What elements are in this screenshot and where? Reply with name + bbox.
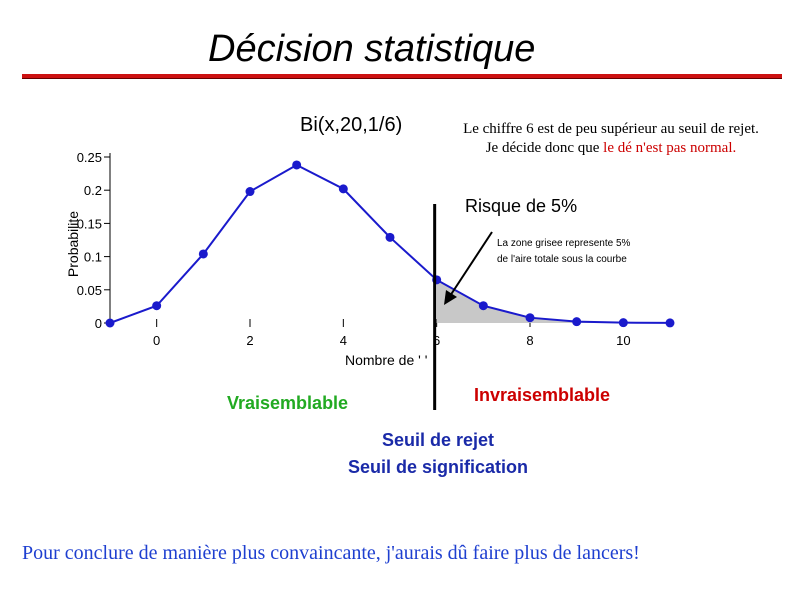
title-divider <box>22 74 782 79</box>
data-point <box>105 318 115 328</box>
data-point <box>478 301 488 311</box>
chart-axes: 0 0.05 0.1 0.15 0.2 0.25 0 2 4 6 8 10 Probabilite Nom… <box>65 150 631 368</box>
shaded-tail-area <box>436 279 670 323</box>
likely-label: Vraisemblable <box>227 393 348 413</box>
x-tick-label: 10 <box>616 333 630 348</box>
x-tick-label: 2 <box>246 333 253 348</box>
data-point <box>198 249 208 259</box>
x-tick-label: 8 <box>526 333 533 348</box>
arrow-head <box>444 290 457 305</box>
shaded-note-line-1: La zone grisee represente 5% <box>497 238 631 249</box>
y-axis-label: Probabilite <box>65 211 81 277</box>
x-tick-label: 4 <box>340 333 347 348</box>
y-tick-label: 0.05 <box>77 283 102 298</box>
y-tick-label: 0 <box>95 316 102 331</box>
data-point <box>618 318 628 328</box>
data-point <box>338 184 348 194</box>
y-tick-label: 0.1 <box>84 250 102 265</box>
shaded-note-line-2: de l'aire totale sous la courbe <box>497 254 627 265</box>
data-point <box>665 318 675 328</box>
chart-labels: Risque de 5% La zone grisee represente 5%… <box>227 196 631 477</box>
threshold-label-1: Seuil de rejet <box>382 430 494 450</box>
data-point <box>525 313 535 323</box>
x-axis-label: Nombre de ' ' <box>345 352 427 368</box>
conclusion-annotation: Le chiffre 6 est de peu supérieur au seu… <box>428 120 794 158</box>
unlikely-label: Invraisemblable <box>474 385 610 405</box>
annotation-line-2-highlight: le dé n'est pas normal. <box>603 140 737 156</box>
probability-series <box>105 160 675 328</box>
y-tick-label: 0.25 <box>77 150 102 165</box>
footer-note: Pour conclure de manière plus convaincan… <box>22 542 640 564</box>
y-tick-label: 0.15 <box>77 216 102 231</box>
chart-title: Bi(x,20,1/6) <box>300 114 403 136</box>
data-point <box>572 317 582 327</box>
data-point <box>152 301 162 311</box>
data-point <box>385 232 395 242</box>
x-tick-label: 6 <box>433 333 440 348</box>
risk-label: Risque de 5% <box>465 196 577 216</box>
data-point <box>245 187 255 197</box>
annotation-line-2: Je décide donc que le dé n'est pas norma… <box>428 139 794 158</box>
annotation-line-1: Le chiffre 6 est de peu supérieur au seu… <box>463 121 759 137</box>
shaded-region <box>436 279 670 323</box>
arrow-shaft <box>449 231 493 297</box>
x-tick-label: 0 <box>153 333 160 348</box>
data-point <box>292 160 302 170</box>
y-tick-label: 0.2 <box>84 183 102 198</box>
annotation-line-2-prefix: Je décide donc que <box>485 140 604 156</box>
slide-title: Décision statistique <box>208 28 536 70</box>
threshold-label-2: Seuil de signification <box>348 457 528 477</box>
